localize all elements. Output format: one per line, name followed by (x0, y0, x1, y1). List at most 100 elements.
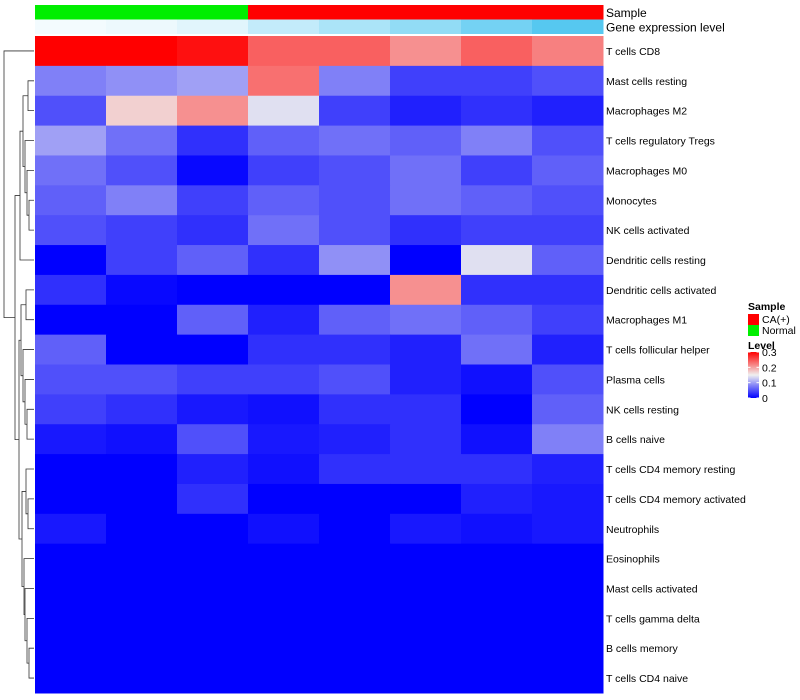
heatmap-cell (461, 215, 533, 246)
heatmap-cell (177, 304, 249, 336)
dendrogram-branch (23, 558, 34, 616)
heatmap-cell (532, 483, 604, 515)
row-label: Plasma cells (606, 374, 665, 386)
heatmap-cell (106, 513, 178, 545)
annotation-cell (319, 19, 391, 34)
heatmap-cell (106, 245, 178, 276)
heatmap-cell (461, 394, 533, 425)
heatmap-cell (390, 513, 462, 545)
row-label: Dendritic cells activated (606, 285, 716, 297)
row-label: T cells CD4 memory activated (606, 494, 746, 506)
row-label: T cells gamma delta (606, 613, 700, 625)
heatmap-cell (106, 215, 178, 246)
heatmap-cell (35, 125, 107, 156)
heatmap-cell (177, 65, 249, 97)
annotation-cell (35, 19, 107, 34)
heatmap-cell (248, 394, 320, 425)
heatmap-cell (532, 334, 604, 365)
heatmap-cell (532, 95, 604, 127)
heatmap-cell (390, 663, 462, 694)
heatmap-cell (461, 454, 533, 485)
heatmap-cell (532, 603, 604, 634)
heatmap-cell (390, 245, 462, 276)
heatmap-cell (177, 95, 249, 127)
heatmap-cell (35, 663, 107, 694)
heatmap-cell (177, 125, 249, 156)
heatmap-cell (106, 36, 178, 67)
heatmap-cell (248, 364, 320, 395)
heatmap-cell (461, 513, 533, 545)
heatmap-cell (532, 573, 604, 604)
heatmap-cell (532, 215, 604, 246)
annotation-cell (106, 5, 178, 20)
heatmap-cell (532, 274, 604, 306)
heatmap-cell (319, 513, 391, 545)
heatmap-cell (319, 245, 391, 276)
legend-item-label: CA(+) (762, 314, 790, 326)
row-label: Macrophages M0 (606, 165, 687, 177)
heatmap-cell (390, 185, 462, 216)
heatmap-cell (461, 65, 533, 97)
heatmap-cell (248, 603, 320, 634)
row-label: NK cells activated (606, 225, 690, 237)
heatmap-cell (106, 633, 178, 664)
heatmap-cells (35, 36, 604, 694)
heatmap-cell (248, 185, 320, 216)
heatmap-cell (532, 663, 604, 694)
heatmap-cell (35, 364, 107, 395)
heatmap-cell (532, 364, 604, 395)
dendrogram-branch (24, 379, 34, 425)
heatmap-cell (319, 663, 391, 694)
annotation-cell (248, 5, 320, 20)
annotation-cell (177, 5, 249, 20)
heatmap-cell (35, 274, 107, 306)
heatmap-cell (461, 95, 533, 127)
heatmap-cell (177, 543, 249, 575)
heatmap-cell (319, 633, 391, 664)
legend-tick-label: 0.1 (762, 378, 777, 390)
heatmap-cell (106, 454, 178, 485)
heatmap-cell (390, 274, 462, 306)
heatmap-cell (106, 304, 178, 336)
heatmap-cell (177, 185, 249, 216)
heatmap-cell (390, 483, 462, 515)
heatmap-cell (461, 663, 533, 694)
heatmap-cell (319, 36, 391, 67)
heatmap-cell (177, 603, 249, 634)
heatmap-cell (319, 95, 391, 127)
heatmap-cell (106, 155, 178, 186)
heatmap-cell (248, 663, 320, 694)
heatmap-cell (319, 483, 391, 515)
row-label: NK cells resting (606, 404, 679, 416)
heatmap-cell (319, 424, 391, 455)
heatmap-cell (106, 573, 178, 604)
annotation-cell (390, 19, 462, 34)
legend-tick-label: 0 (762, 393, 768, 405)
row-label: T cells CD8 (606, 46, 660, 58)
heatmap-cell (106, 125, 178, 156)
heatmap-cell (532, 424, 604, 455)
heatmap-cell (106, 483, 178, 515)
annotation-cell (390, 5, 462, 20)
heatmap-cell (35, 603, 107, 634)
heatmap-cell (248, 245, 320, 276)
heatmap-cell (177, 573, 249, 604)
heatmap-cell (248, 155, 320, 186)
heatmap-cell (532, 185, 604, 216)
heatmap-cell (319, 304, 391, 336)
heatmap-cell (390, 364, 462, 395)
heatmap-cell (177, 424, 249, 455)
heatmap-cell (319, 125, 391, 156)
annotation-cell (35, 5, 107, 20)
heatmap-cell (35, 483, 107, 515)
heatmap-cell (461, 36, 533, 67)
row-label: Neutrophils (606, 524, 659, 536)
annotation-track-label: Sample (606, 6, 647, 20)
heatmap-cell (319, 155, 391, 186)
heatmap-cell (390, 65, 462, 97)
heatmap-cell (461, 633, 533, 664)
heatmap-cell (248, 633, 320, 664)
legend-sample-title: Sample (748, 301, 786, 313)
